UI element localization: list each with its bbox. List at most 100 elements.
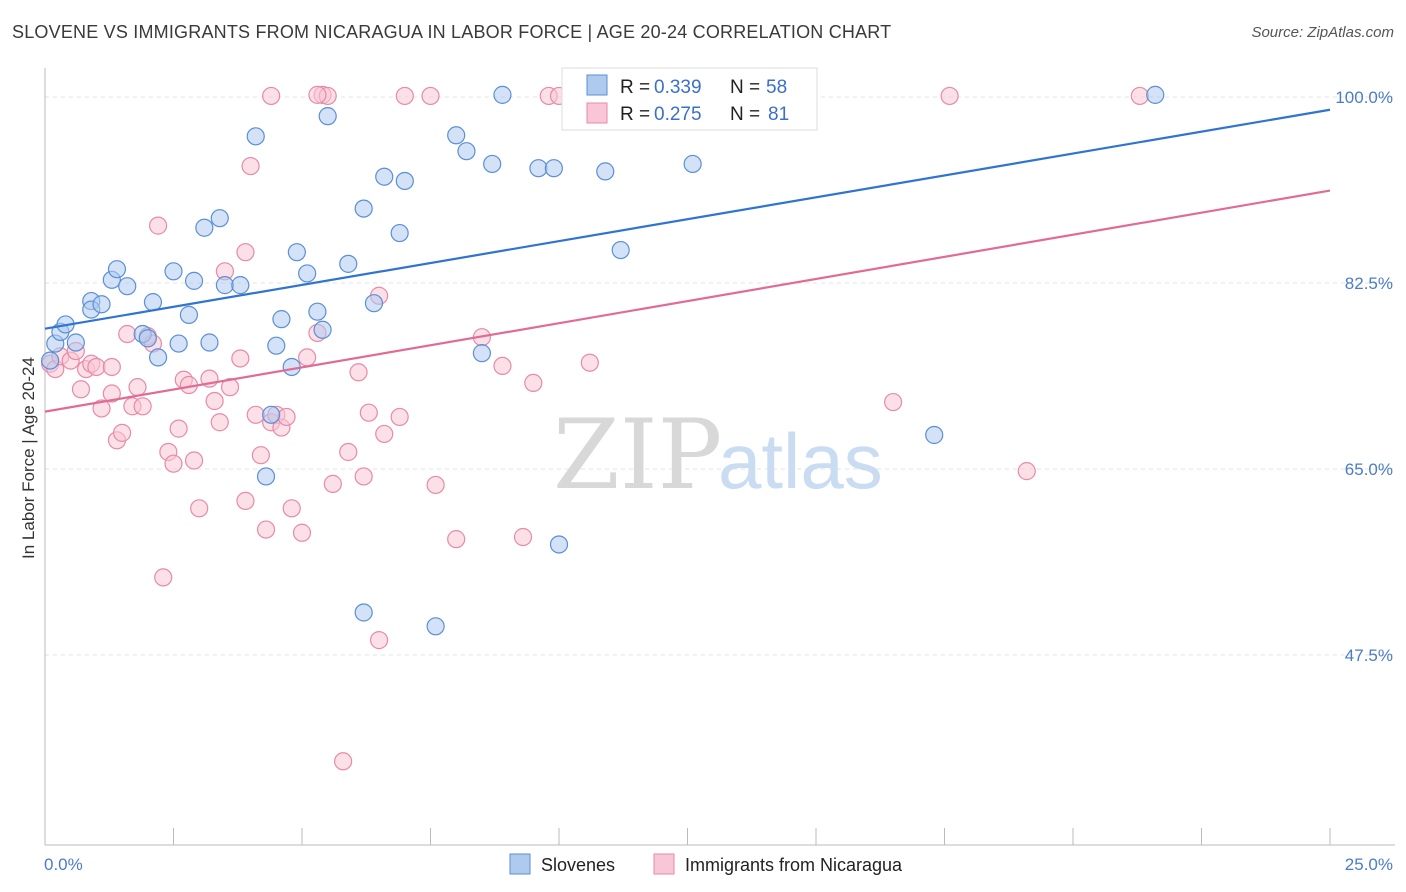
point-slovenes-43: [457, 142, 476, 161]
point-slovenes-31: [308, 302, 327, 321]
point-nicaragua-67: [513, 527, 533, 547]
point-nicaragua-66: [493, 356, 512, 376]
trend-line-nicaragua: [44, 189, 1331, 413]
point-slovenes-16: [179, 305, 199, 324]
point-nicaragua-62: [421, 86, 440, 106]
y-tick-labels: 47.5% 65.0% 82.5% 100.0%: [1335, 88, 1393, 665]
point-slovenes-12: [143, 293, 163, 312]
point-slovenes-42: [447, 126, 466, 145]
point-slovenes-35: [354, 199, 373, 218]
point-nicaragua-23: [164, 454, 183, 473]
point-slovenes-40: [354, 603, 373, 622]
point-nicaragua-8: [87, 357, 106, 377]
point-slovenes-24: [262, 405, 281, 424]
point-slovenes-3: [66, 333, 85, 352]
point-nicaragua-60: [390, 407, 409, 427]
trend-lines: [44, 108, 1331, 413]
point-slovenes-49: [549, 535, 569, 554]
point-nicaragua-61: [395, 86, 414, 106]
point-nicaragua-73: [883, 392, 903, 412]
point-slovenes-55: [925, 425, 944, 445]
point-slovenes-19: [200, 333, 219, 352]
point-nicaragua-45: [282, 499, 301, 518]
point-nicaragua-63: [426, 475, 445, 495]
point-slovenes-44: [472, 344, 491, 363]
point-slovenes-9: [118, 277, 137, 296]
point-nicaragua-38: [246, 405, 265, 424]
point-slovenes-53: [683, 154, 702, 174]
legend-swatch-nicaragua: [586, 102, 608, 124]
point-nicaragua-55: [354, 467, 373, 486]
legend-n-value-nicaragua: 81: [768, 104, 789, 125]
point-nicaragua-75: [1017, 462, 1036, 481]
point-nicaragua-64: [447, 530, 466, 549]
point-slovenes-15: [169, 334, 188, 353]
point-nicaragua-11: [102, 384, 121, 403]
y-tick-label-3: 100.0%: [1335, 88, 1393, 107]
axes: [44, 68, 1395, 846]
point-slovenes-46: [493, 85, 512, 104]
point-slovenes-34: [339, 254, 358, 273]
y-tick-label-2: 82.5%: [1345, 274, 1393, 293]
point-slovenes-20: [210, 209, 229, 228]
point-nicaragua-59: [375, 424, 394, 444]
point-nicaragua-14: [118, 324, 137, 344]
point-slovenes-28: [282, 357, 301, 377]
point-slovenes-38: [390, 223, 409, 243]
point-slovenes-8: [107, 260, 127, 279]
bottom-legend-swatch-nicaragua: [653, 853, 675, 875]
point-slovenes-41: [426, 617, 445, 636]
point-slovenes-17: [184, 271, 204, 290]
bottom-legend-label-slovenes: Slovenes: [541, 855, 615, 875]
point-nicaragua-40: [256, 520, 276, 539]
bottom-legend-swatch-slovenes: [509, 853, 531, 875]
point-nicaragua-36: [236, 491, 255, 510]
point-slovenes-36: [364, 294, 384, 313]
x-tick-label-1: 25.0%: [1345, 855, 1393, 874]
point-slovenes-57: [41, 351, 60, 370]
point-nicaragua-74: [940, 86, 959, 106]
legend-r-value-slovenes: 0.339: [654, 77, 702, 98]
point-nicaragua-20: [148, 216, 168, 235]
chart-source: Source: ZipAtlas.com: [1251, 24, 1394, 41]
point-nicaragua-30: [205, 391, 224, 411]
legend-n-label-nicaragua: N =: [730, 104, 760, 125]
y-tick-label-1: 65.0%: [1345, 460, 1393, 479]
point-slovenes-26: [267, 336, 286, 355]
point-nicaragua-44: [277, 407, 296, 427]
point-slovenes-27: [272, 310, 291, 329]
point-slovenes-23: [246, 127, 265, 146]
point-nicaragua-47: [298, 348, 317, 367]
point-nicaragua-56: [359, 403, 378, 422]
x-tick-labels: 0.0% 25.0%: [44, 855, 1393, 874]
point-slovenes-47: [529, 159, 548, 178]
watermark: ZIP atlas: [553, 399, 883, 511]
point-slovenes-11: [138, 329, 157, 348]
point-nicaragua-17: [133, 397, 152, 416]
point-slovenes-18: [195, 218, 214, 237]
point-nicaragua-37: [241, 156, 260, 176]
series-legend: Slovenes Immigrants from Nicaragua: [509, 853, 903, 875]
point-nicaragua-52: [334, 752, 353, 771]
point-slovenes-29: [287, 243, 306, 262]
x-tick-label-0: 0.0%: [44, 855, 83, 874]
chart-title: SLOVENE VS IMMIGRANTS FROM NICARAGUA IN …: [12, 22, 892, 42]
point-nicaragua-24: [169, 419, 188, 438]
point-slovenes-51: [611, 240, 630, 260]
point-slovenes-33: [318, 107, 337, 126]
point-nicaragua-31: [210, 413, 229, 432]
point-nicaragua-53: [339, 442, 358, 462]
point-nicaragua-16: [128, 378, 147, 397]
point-nicaragua-58: [370, 631, 389, 650]
legend-r-label-nicaragua: R =: [620, 104, 650, 125]
legend-swatch-slovenes: [586, 74, 608, 96]
legend-r-label-slovenes: R =: [620, 77, 650, 98]
series-slovenes-points: [41, 85, 1165, 636]
legend-r-value-nicaragua: 0.275: [654, 104, 702, 125]
point-nicaragua-76: [1130, 86, 1149, 106]
point-slovenes-50: [596, 162, 615, 181]
y-tick-label-0: 47.5%: [1345, 646, 1393, 665]
point-nicaragua-70: [580, 353, 599, 372]
point-slovenes-37: [375, 167, 394, 186]
point-slovenes-21: [215, 276, 234, 295]
